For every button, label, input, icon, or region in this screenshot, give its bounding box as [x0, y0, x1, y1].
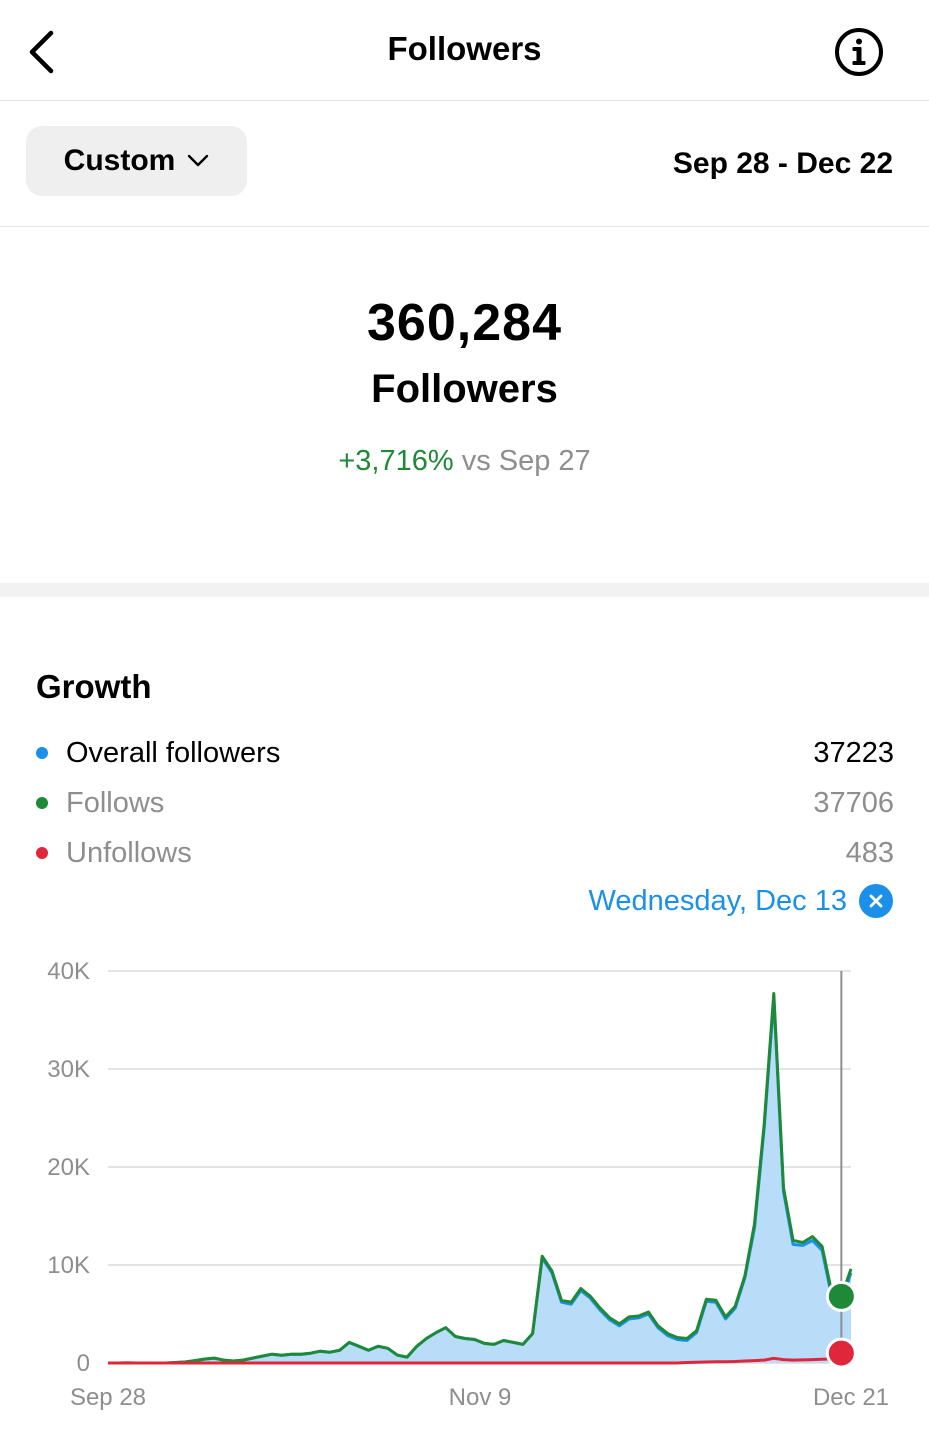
y-tick-label: 30K: [47, 1056, 90, 1083]
followers-delta: +3,716% vs Sep 27: [0, 445, 929, 478]
back-button[interactable]: [22, 24, 62, 80]
label-layer: 40K 30K 20K 10K 0 Sep 28 Nov 9 Dec 21: [47, 958, 889, 1411]
selected-point-unfollows: [825, 1337, 857, 1369]
info-icon: [835, 28, 883, 76]
legend-value-unfollows: 483: [845, 836, 894, 869]
date-range-text: Sep 28 - Dec 22: [672, 147, 893, 180]
legend-value-follows: 37706: [813, 786, 894, 819]
top-bar: Followers: [0, 0, 929, 101]
section-divider: [0, 583, 929, 597]
x-tick-label: Dec 21: [813, 1384, 889, 1411]
legend-dot-follows: [36, 797, 48, 809]
legend-label-follows: Follows: [66, 786, 165, 819]
legend-label-unfollows: Unfollows: [66, 836, 192, 869]
selected-date: Wednesday, Dec 13: [589, 884, 893, 918]
growth-title: Growth: [36, 668, 152, 705]
legend-unfollows[interactable]: Unfollows 483: [36, 833, 894, 873]
followers-summary: 360,284 Followers +3,716% vs Sep 27: [0, 227, 929, 583]
y-tick-label: 10K: [47, 1252, 90, 1279]
filter-row: Custom Sep 28 - Dec 22: [0, 101, 929, 227]
y-tick-label: 0: [77, 1350, 90, 1377]
legend-overall-followers[interactable]: Overall followers 37223: [36, 733, 894, 773]
legend-value-overall: 37223: [813, 736, 894, 769]
date-range-dropdown-label: Custom: [63, 144, 176, 177]
growth-chart[interactable]: 40K 30K 20K 10K 0 Sep 28 Nov 9 Dec 21: [0, 940, 929, 1430]
info-button[interactable]: [833, 26, 885, 78]
date-range-dropdown[interactable]: Custom: [26, 126, 247, 196]
page-title: Followers: [387, 30, 542, 67]
x-tick-label: Sep 28: [70, 1384, 146, 1411]
legend-dot-unfollows: [36, 847, 48, 859]
followers-total: 360,284: [367, 294, 562, 352]
overall-followers-area: [108, 998, 851, 1363]
close-icon: [869, 894, 883, 908]
series-line-unfollows: [108, 1356, 852, 1365]
legend-label-overall: Overall followers: [66, 736, 281, 769]
clear-selection-button[interactable]: [859, 884, 893, 918]
chevron-left-icon: [29, 30, 54, 74]
chevron-down-icon: [188, 154, 209, 167]
delta-percent: +3,716%: [338, 445, 454, 477]
series-line-follows: [108, 992, 853, 1365]
y-tick-label: 20K: [47, 1154, 90, 1181]
legend-dot-overall: [36, 747, 48, 759]
series-layer: [108, 992, 853, 1365]
x-tick-label: Nov 9: [449, 1384, 512, 1411]
legend-follows[interactable]: Follows 37706: [36, 783, 894, 823]
selected-date-label: Wednesday, Dec 13: [588, 884, 847, 917]
marker-layer: [825, 971, 857, 1369]
y-tick-label: 40K: [47, 958, 90, 985]
followers-total-label: Followers: [371, 367, 558, 411]
delta-comparison: vs Sep 27: [461, 445, 591, 477]
selected-point-follows: [825, 1280, 857, 1312]
